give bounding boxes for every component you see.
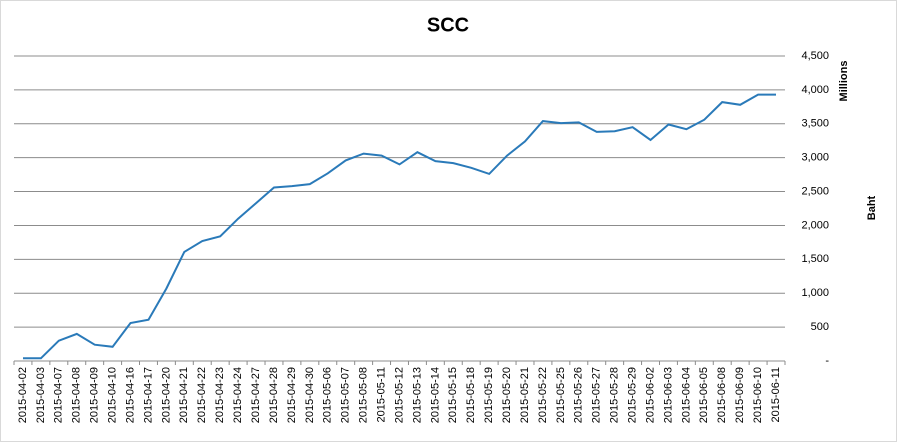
x-tick-label: 2015-04-30	[304, 367, 316, 423]
x-tick-label: 2015-05-07	[340, 367, 352, 423]
line-series	[23, 93, 776, 360]
x-tick-label: 2015-06-10	[752, 367, 764, 423]
x-tick-label: 2015-04-27	[250, 367, 262, 423]
x-tick-label: 2015-06-09	[734, 367, 746, 423]
x-tick-label: 2015-04-24	[232, 367, 244, 423]
x-tick-label: 2015-06-11	[770, 367, 782, 422]
x-tick-label: 2015-06-03	[662, 367, 674, 423]
y-tick-label: 4,500	[801, 50, 829, 62]
y-axis-title: Millions	[838, 61, 850, 102]
x-tick-label: 2015-05-19	[483, 367, 495, 423]
x-tick-label: 2015-04-08	[71, 367, 83, 423]
x-tick-label: 2015-06-02	[644, 367, 656, 423]
x-tick-label: 2015-05-08	[358, 367, 370, 423]
x-tick-label: 2015-05-26	[573, 367, 585, 423]
x-tick-label: 2015-05-14	[429, 367, 441, 423]
x-tick-label: 2015-05-29	[626, 367, 638, 423]
y-tick-label: 4,000	[801, 84, 829, 96]
x-tick-label: 2015-04-02	[17, 367, 29, 423]
y-tick-label: 500	[811, 321, 829, 333]
x-tick-label: 2015-05-28	[609, 367, 621, 423]
x-tick-label: 2015-05-27	[591, 367, 603, 423]
x-tick-label: 2015-04-16	[124, 367, 136, 423]
x-tick-label: 2015-05-15	[447, 367, 459, 423]
x-tick-label: 2015-04-21	[178, 367, 190, 423]
x-tick-label: 2015-05-22	[537, 367, 549, 423]
y-axis-subtitle: Baht	[866, 195, 878, 220]
x-tick-label: 2015-06-04	[680, 367, 692, 423]
x-tick-label: 2015-04-10	[107, 367, 119, 423]
y-tick-label: 1,000	[801, 287, 829, 299]
x-tick-label: 2015-04-07	[53, 367, 65, 423]
x-tick-label: 2015-04-17	[142, 367, 154, 423]
x-tick-label: 2015-04-09	[89, 367, 101, 423]
x-tick-label: 2015-05-18	[465, 367, 477, 423]
x-tick-label: 2015-04-22	[196, 367, 208, 423]
y-tick-label: 2,500	[801, 185, 829, 197]
x-tick-label: 2015-05-13	[411, 367, 423, 423]
x-tick-label: 2015-05-21	[519, 367, 531, 423]
x-tick-label: 2015-04-23	[214, 367, 226, 423]
x-tick-label: 2015-04-03	[35, 367, 47, 423]
x-tick-label: 2015-05-11	[375, 367, 387, 422]
chart-title: SCC	[427, 14, 469, 36]
y-tick-label: 2,000	[801, 219, 829, 231]
y-tick-label: -	[825, 355, 829, 367]
y-tick-label: 3,000	[801, 152, 829, 164]
x-tick-label: 2015-04-20	[160, 367, 172, 423]
x-tick-label: 2015-06-05	[698, 367, 710, 423]
x-tick-label: 2015-05-06	[322, 367, 334, 423]
x-tick-label: 2015-05-20	[501, 367, 513, 423]
x-tick-label: 2015-04-29	[286, 367, 298, 423]
x-tick-label: 2015-04-28	[268, 367, 280, 423]
x-tick-label: 2015-06-08	[716, 367, 728, 423]
x-tick-label: 2015-05-25	[555, 367, 567, 423]
y-tick-label: 1,500	[801, 253, 829, 265]
x-tick-label: 2015-05-12	[393, 367, 405, 423]
y-tick-label: 3,500	[801, 118, 829, 130]
